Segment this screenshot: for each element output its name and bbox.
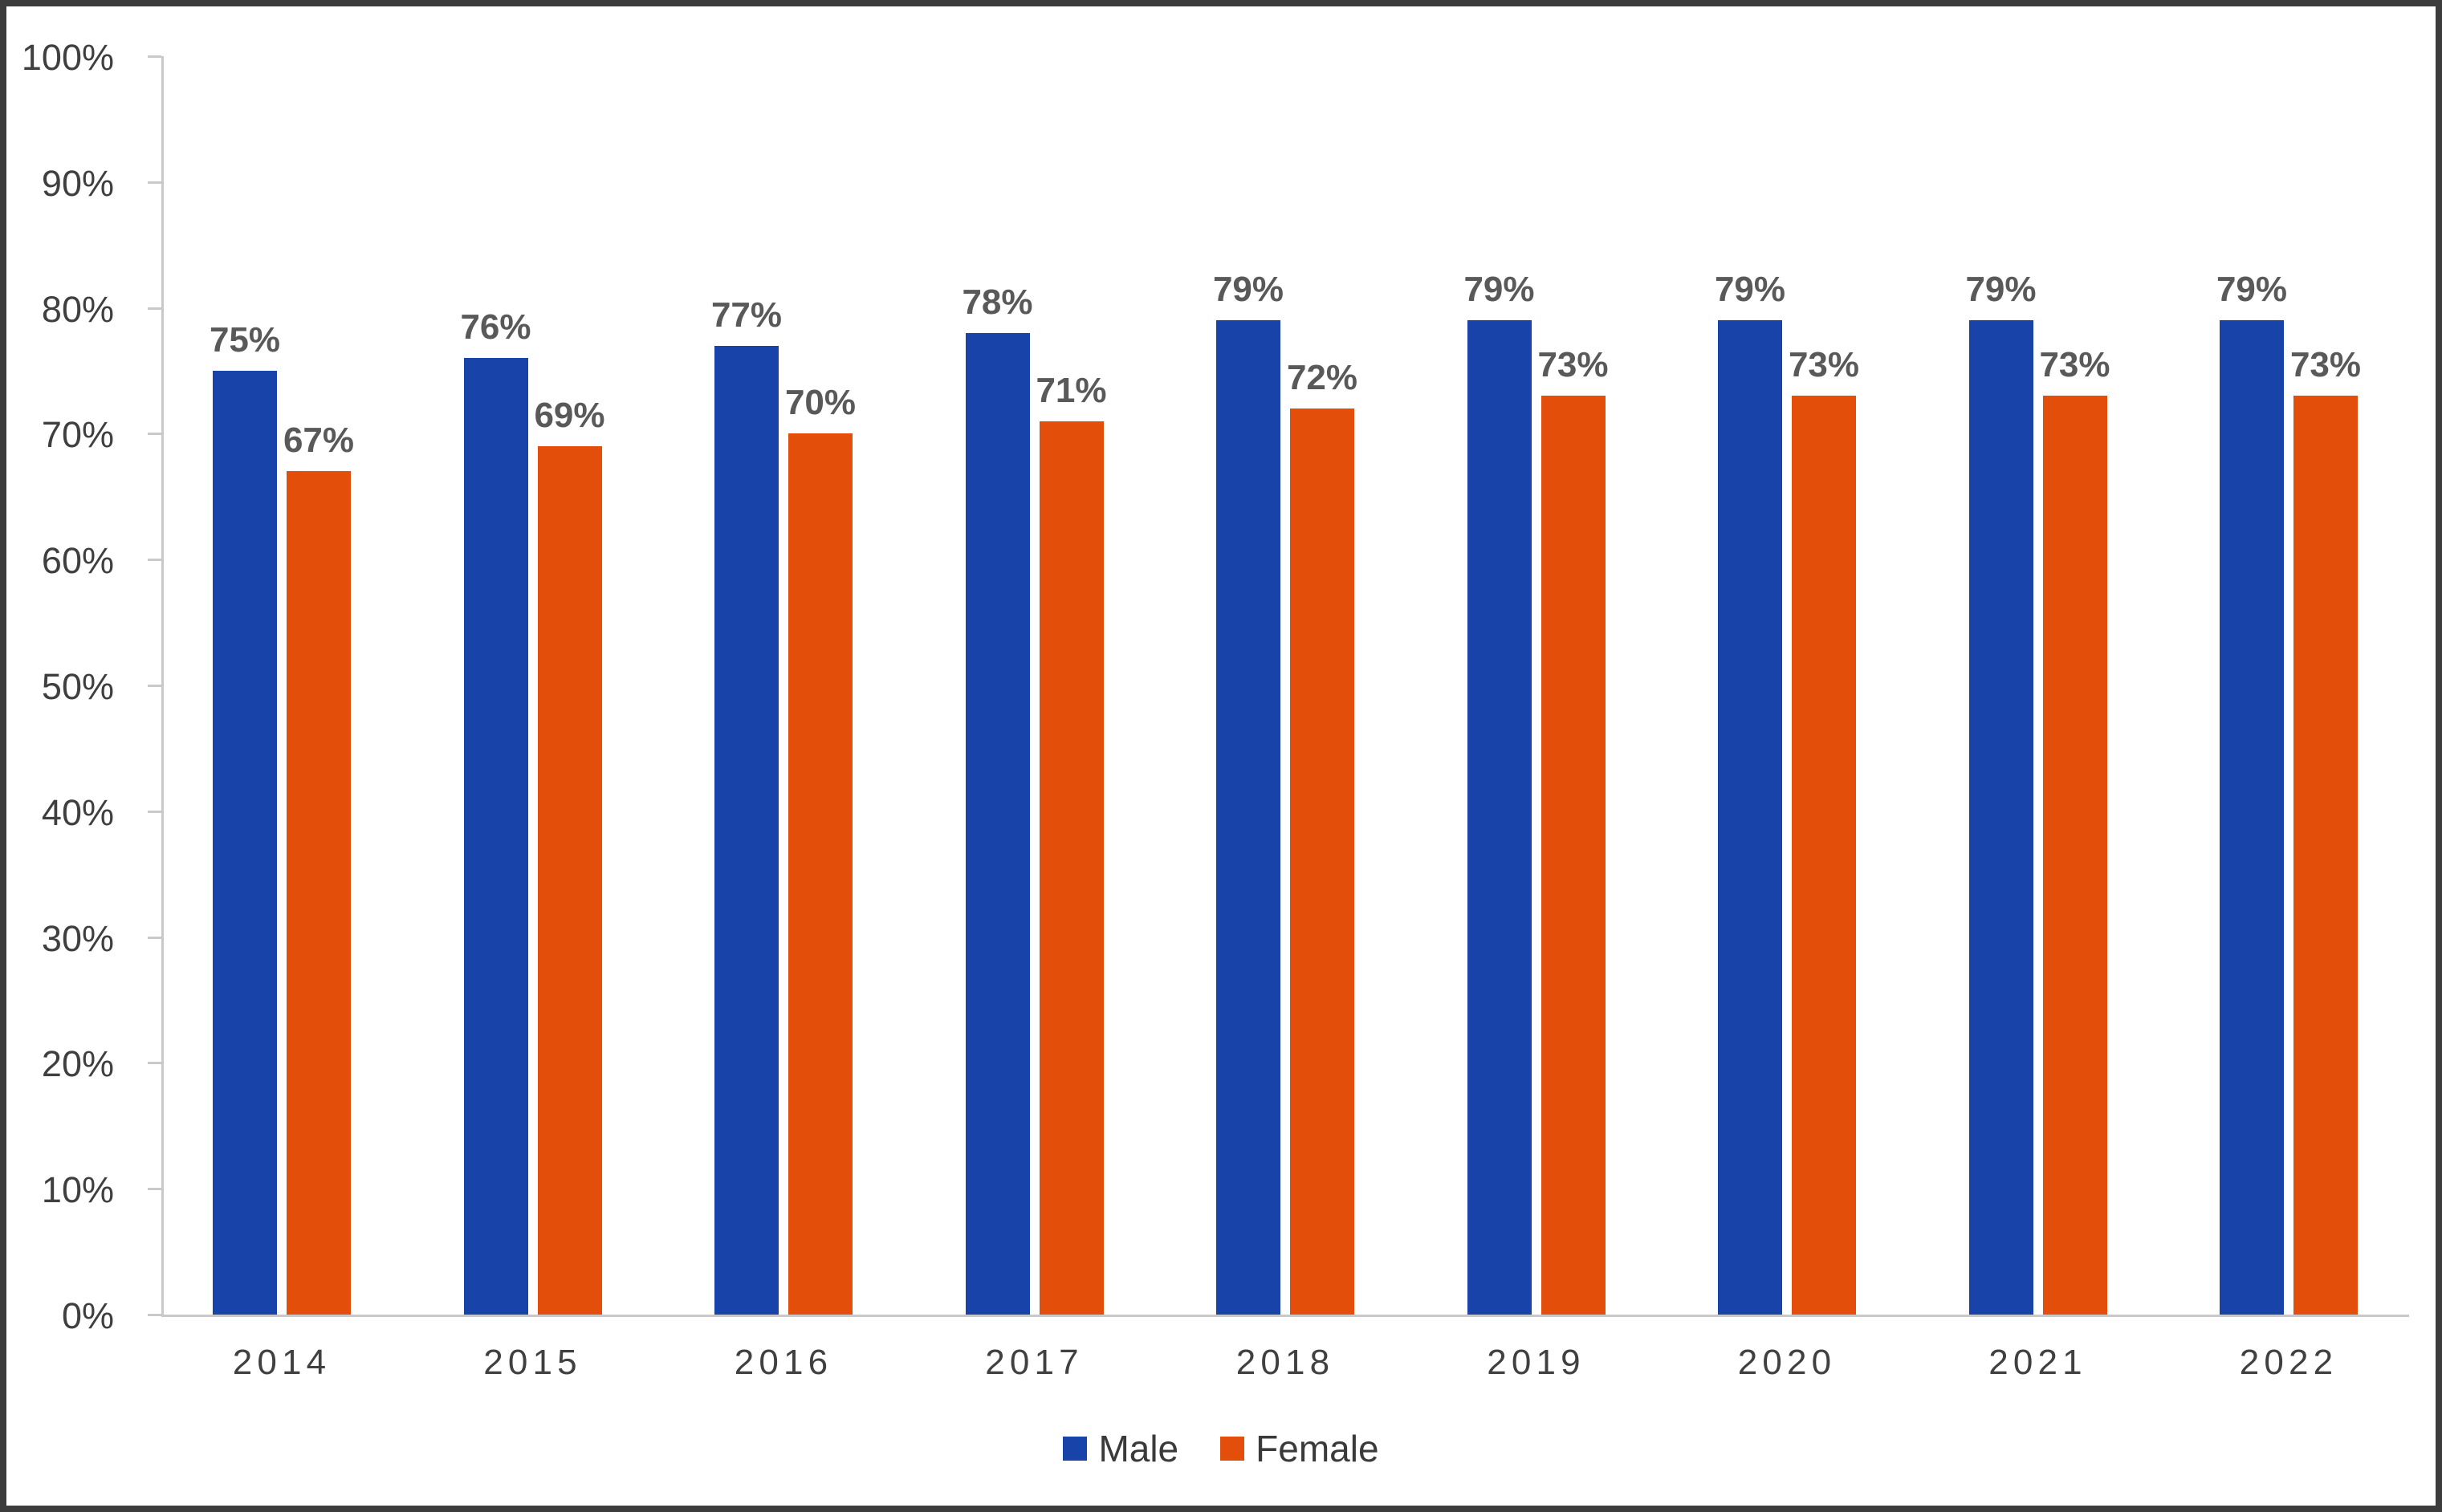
y-tick-label-30: 30% (41, 917, 114, 959)
y-tick-label-60: 60% (41, 540, 114, 582)
male-bar-2021[interactable] (1968, 320, 2033, 1315)
x-category-label-2017: 2017 (985, 1343, 1084, 1382)
y-tick-mark-60 (148, 559, 161, 562)
y-tick-mark-70 (148, 433, 161, 436)
male-bar-value-2022: 79% (2216, 270, 2288, 310)
male-bar-value-2019: 79% (1463, 270, 1535, 310)
y-tick-label-0: 0% (61, 1295, 114, 1336)
female-bar-2020[interactable] (1792, 396, 1856, 1315)
female-bar-2019[interactable] (1540, 396, 1606, 1315)
female-bar-2015[interactable] (537, 446, 602, 1315)
y-tick-label-40: 40% (41, 791, 114, 833)
female-bar-2017[interactable] (1039, 421, 1104, 1315)
legend-item-female[interactable]: Female (1220, 1428, 1379, 1469)
y-tick-label-10: 10% (41, 1169, 114, 1211)
male-bar-2014[interactable] (213, 371, 277, 1315)
male-legend-label: Male (1098, 1428, 1179, 1469)
male-bar-2017[interactable] (965, 332, 1030, 1315)
y-tick-mark-20 (148, 1062, 161, 1065)
male-bar-2022[interactable] (2220, 320, 2284, 1315)
x-category-label-2022: 2022 (2239, 1343, 2338, 1382)
female-bar-value-2015: 69% (534, 396, 605, 436)
female-bar-value-2022: 73% (2289, 345, 2362, 385)
y-tick-mark-50 (148, 685, 161, 687)
y-tick-mark-40 (148, 810, 161, 813)
male-bar-2018[interactable] (1216, 320, 1280, 1315)
y-tick-mark-90 (148, 181, 161, 184)
x-category-label-2015: 2015 (483, 1343, 582, 1382)
female-bar-2022[interactable] (2293, 396, 2358, 1315)
y-tick-mark-0 (148, 1314, 161, 1316)
male-bar-value-2021: 79% (1965, 270, 2037, 310)
y-axis-line (161, 56, 164, 1317)
x-category-label-2016: 2016 (734, 1343, 833, 1382)
x-category-label-2021: 2021 (1988, 1343, 2087, 1382)
female-bar-value-2019: 73% (1537, 345, 1609, 385)
female-bar-value-2017: 71% (1036, 370, 1107, 410)
x-category-label-2018: 2018 (1235, 1343, 1335, 1382)
male-bar-2016[interactable] (714, 345, 779, 1315)
y-tick-mark-100 (148, 55, 161, 58)
female-bar-2014[interactable] (287, 471, 351, 1315)
female-bar-value-2018: 72% (1286, 358, 1358, 398)
y-tick-mark-10 (148, 1188, 161, 1191)
female-bar-value-2016: 70% (784, 383, 857, 423)
x-category-label-2014: 2014 (232, 1343, 332, 1382)
female-bar-2016[interactable] (788, 433, 853, 1315)
y-tick-label-20: 20% (41, 1043, 114, 1085)
y-tick-label-90: 90% (41, 162, 114, 204)
female-bar-2018[interactable] (1290, 408, 1354, 1315)
male-bar-value-2015: 76% (460, 307, 531, 348)
female-bar-value-2020: 73% (1788, 345, 1860, 385)
male-bar-value-2020: 79% (1714, 270, 1786, 310)
y-tick-mark-30 (148, 936, 161, 939)
legend-item-male[interactable]: Male (1063, 1430, 1178, 1467)
y-tick-mark-80 (148, 307, 161, 310)
y-tick-label-50: 50% (41, 666, 114, 707)
male-bar-value-2014: 75% (209, 320, 281, 360)
x-category-label-2020: 2020 (1737, 1343, 1837, 1382)
female-series-swatch-icon (1220, 1437, 1245, 1461)
y-tick-label-80: 80% (41, 288, 114, 330)
female-bar-2021[interactable] (2042, 396, 2107, 1315)
legend: Male Female (6, 1430, 2436, 1467)
female-bar-value-2021: 73% (2039, 345, 2110, 385)
male-bar-2015[interactable] (463, 358, 528, 1315)
male-bar-value-2016: 77% (710, 295, 783, 335)
female-legend-label: Female (1256, 1428, 1379, 1469)
male-bar-2020[interactable] (1718, 320, 1782, 1315)
y-tick-label-100: 100% (21, 37, 114, 78)
male-bar-value-2018: 79% (1212, 270, 1284, 310)
male-bar-2019[interactable] (1467, 320, 1532, 1315)
female-bar-value-2014: 67% (283, 421, 355, 461)
x-axis-line (161, 1315, 2409, 1317)
male-series-swatch-icon (1063, 1437, 1088, 1461)
male-bar-value-2017: 78% (962, 282, 1033, 322)
y-tick-label-70: 70% (41, 414, 114, 456)
x-category-label-2019: 2019 (1487, 1343, 1585, 1382)
